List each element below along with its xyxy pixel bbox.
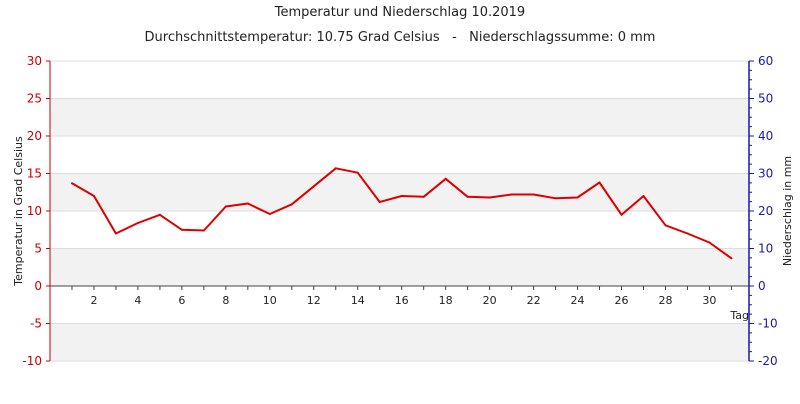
temperature-point bbox=[334, 167, 337, 170]
left-axis-tick-label: -5 bbox=[30, 317, 42, 331]
temperature-point bbox=[312, 185, 315, 188]
left-axis-tick-label: 25 bbox=[27, 92, 42, 106]
temperature-point bbox=[620, 213, 623, 216]
x-axis-tick-label: 8 bbox=[222, 294, 229, 307]
temperature-point bbox=[224, 205, 227, 208]
right-axis-tick-label: 0 bbox=[758, 279, 766, 293]
chart-title: Temperatur und Niederschlag 10.2019 bbox=[274, 5, 525, 20]
x-axis-tick-label: 12 bbox=[307, 294, 321, 307]
temperature-point bbox=[598, 181, 601, 184]
temperature-point bbox=[686, 232, 689, 235]
x-axis-tick-label: 6 bbox=[178, 294, 185, 307]
x-axis: 2 4 6 8 10 12 14 16 18 20 22 24 26 28 30 bbox=[50, 285, 749, 307]
right-axis-tick-label: 60 bbox=[758, 54, 773, 68]
temperature-point bbox=[114, 232, 117, 235]
left-axis-tick-label: 0 bbox=[34, 279, 42, 293]
x-axis-tick-label: 18 bbox=[439, 294, 453, 307]
left-axis-tick-label: 20 bbox=[27, 129, 42, 143]
background-band bbox=[50, 323, 749, 361]
temperature-point bbox=[400, 195, 403, 197]
background-bands bbox=[50, 98, 749, 361]
background-band bbox=[50, 248, 749, 286]
x-axis-tick-label: 10 bbox=[263, 294, 277, 307]
x-axis-tick-label: 24 bbox=[571, 294, 585, 307]
temperature-point bbox=[268, 213, 271, 215]
temperature-point bbox=[642, 195, 645, 197]
right-axis-tick-label: 40 bbox=[758, 129, 773, 143]
series-layer bbox=[70, 167, 733, 260]
x-axis-tick-label: 22 bbox=[527, 294, 541, 307]
temperature-point bbox=[70, 182, 73, 185]
background-band bbox=[50, 98, 749, 136]
x-axis-tick-label: 20 bbox=[483, 294, 497, 307]
x-axis-tick-label: 28 bbox=[658, 294, 672, 307]
right-axis: -20 -10 0 10 20 30 40 50 60 bbox=[749, 54, 778, 368]
left-axis-label: Temperatur in Grad Celsius bbox=[12, 136, 25, 287]
right-axis-tick-label: 50 bbox=[758, 92, 773, 106]
x-axis-tick-label: 26 bbox=[615, 294, 629, 307]
left-axis-tick-label: -10 bbox=[22, 354, 42, 368]
x-axis-tick-label: 2 bbox=[90, 294, 97, 307]
x-axis-tick-label: 16 bbox=[395, 294, 409, 307]
chart-subtitle: Durchschnittstemperatur: 10.75 Grad Cels… bbox=[145, 30, 656, 45]
temperature-point bbox=[510, 193, 513, 196]
temperature-point bbox=[554, 197, 557, 200]
temperature-point bbox=[378, 201, 381, 203]
temperature-point bbox=[422, 195, 425, 198]
temperature-point bbox=[466, 195, 469, 198]
right-axis-tick-label: 10 bbox=[758, 242, 773, 256]
left-axis-tick-label: 15 bbox=[27, 167, 42, 181]
temperature-point bbox=[708, 241, 711, 244]
x-axis-label: Tag bbox=[729, 309, 749, 322]
temperature-point bbox=[202, 229, 205, 232]
left-axis-tick-label: 10 bbox=[27, 204, 42, 218]
background-band bbox=[50, 173, 749, 211]
temperature-point bbox=[664, 224, 667, 227]
x-axis-tick-label: 14 bbox=[351, 294, 365, 307]
right-axis-tick-label: 20 bbox=[758, 204, 773, 218]
temperature-point bbox=[290, 203, 293, 206]
temperature-point bbox=[136, 222, 139, 224]
right-axis-label: Niederschlag in mm bbox=[781, 156, 794, 266]
right-axis-tick-label: -10 bbox=[758, 317, 778, 331]
x-axis-tick-label: 4 bbox=[134, 294, 141, 307]
left-axis-tick-label: 5 bbox=[34, 242, 42, 256]
left-axis-tick-label: 30 bbox=[27, 54, 42, 68]
temperature-point bbox=[444, 177, 447, 180]
temperature-point bbox=[92, 195, 95, 197]
temperature-point bbox=[488, 196, 491, 199]
right-axis-tick-label: -20 bbox=[758, 354, 778, 368]
temperature-point bbox=[246, 202, 249, 205]
temperature-point bbox=[180, 228, 183, 231]
temperature-point bbox=[356, 171, 359, 174]
temperature-point bbox=[730, 257, 733, 260]
x-axis-tick-label: 30 bbox=[702, 294, 716, 307]
right-axis-tick-label: 30 bbox=[758, 167, 773, 181]
temperature-point bbox=[576, 196, 579, 199]
temperature-point bbox=[158, 213, 161, 216]
temperature-point bbox=[532, 193, 535, 196]
left-axis: -10 -5 0 5 10 15 20 25 30 bbox=[22, 54, 50, 368]
